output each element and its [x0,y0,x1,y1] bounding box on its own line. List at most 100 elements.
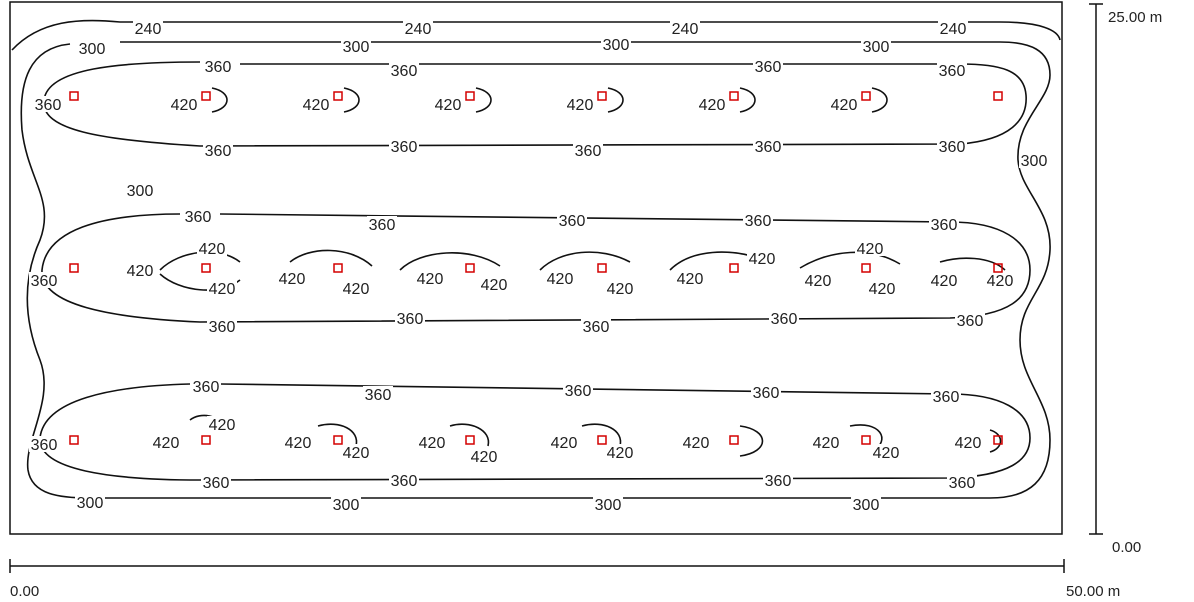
contour-label-360: 360 [205,143,232,160]
label-knockout [861,38,891,54]
plot-frame [9,1,1063,535]
contour-label-360: 360 [559,213,586,230]
contour-lines [11,19,1061,499]
contour-label-420: 420 [873,445,900,462]
luminaire-marker [465,435,475,445]
label-knockout [929,272,959,288]
label-knockout [29,272,59,288]
label-knockout [753,58,783,74]
label-knockout [277,270,307,286]
contour-label-360: 360 [933,389,960,406]
label-knockout [367,216,397,232]
contour-label-300: 300 [863,39,890,56]
label-knockout [851,496,881,512]
y-axis: 25.00 m 0.00 [1089,3,1162,556]
contour-label-360: 360 [745,213,772,230]
contour-label-420: 420 [127,263,154,280]
label-knockout [605,444,635,460]
contour-label-420: 420 [813,435,840,452]
label-knockout [341,38,371,54]
label-knockout [557,212,587,228]
label-knockout [201,474,231,490]
contour-360-lower [39,383,1031,481]
contour-label-420: 420 [343,445,370,462]
contour-label-360: 360 [565,383,592,400]
label-knockout [871,444,901,460]
contour-label-420: 420 [153,435,180,452]
label-knockout [403,20,433,36]
contour-label-300: 300 [77,495,104,512]
label-knockout [581,318,611,334]
label-knockout [563,382,593,398]
contour-label-360: 360 [35,97,62,114]
label-knockout [389,472,419,488]
contour-label-420: 420 [749,251,776,268]
label-knockout [985,272,1015,288]
contour-label-420: 420 [987,273,1014,290]
label-knockout [469,448,499,464]
contour-label-300: 300 [1021,153,1048,170]
label-knockout [867,280,897,296]
y-axis-min-label: 0.00 [1112,539,1141,556]
label-knockout [573,142,603,158]
label-knockout [33,96,63,112]
contour-label-360: 360 [31,437,58,454]
contour-label-300: 300 [333,497,360,514]
contour-label-360: 360 [209,319,236,336]
luminaire-markers [69,91,1003,445]
contour-label-360: 360 [205,59,232,76]
label-knockout [301,96,331,112]
label-knockout [937,62,967,78]
contour-label-420: 420 [435,97,462,114]
label-knockout [675,270,705,286]
label-knockout [133,20,163,36]
label-knockout [151,434,181,450]
label-knockout [947,474,977,490]
label-knockout [191,378,221,394]
label-knockout [331,496,361,512]
label-knockout [77,40,107,56]
contour-label-360: 360 [755,59,782,76]
contour-label-420: 420 [683,435,710,452]
contour-label-420: 420 [209,417,236,434]
contour-label-420: 420 [699,97,726,114]
label-knockout [417,434,447,450]
contour-label-420: 420 [931,273,958,290]
contour-label-420: 420 [857,241,884,258]
contour-label-420: 420 [285,435,312,452]
contour-label-360: 360 [931,217,958,234]
contour-label-360: 360 [31,273,58,290]
contour-300-outer [20,41,1051,499]
luminaire-marker [597,91,607,101]
contour-label-420: 420 [547,271,574,288]
contour-label-420: 420 [831,97,858,114]
luminaire-marker [729,435,739,445]
luminaire-marker [69,435,79,445]
label-knockout [769,310,799,326]
contour-label-360: 360 [939,139,966,156]
luminaire-marker [333,435,343,445]
label-knockout [415,270,445,286]
contour-label-420: 420 [471,449,498,466]
contour-label-360: 360 [949,475,976,492]
contour-label-360: 360 [369,217,396,234]
label-knockout [549,434,579,450]
contour-label-240: 240 [135,21,162,38]
luminaire-marker [465,91,475,101]
contour-label-300: 300 [853,497,880,514]
contour-label-420: 420 [171,97,198,114]
contour-label-300: 300 [595,497,622,514]
label-knockout [763,472,793,488]
contour-label-420: 420 [343,281,370,298]
contour-label-360: 360 [771,311,798,328]
label-knockout [670,20,700,36]
label-knockout [29,436,59,452]
contour-label-360: 360 [365,387,392,404]
contour-240-top [11,19,1061,51]
label-knockout [697,96,727,112]
label-knockout [955,312,985,328]
label-knockout [1019,152,1049,168]
luminaire-marker [993,435,1003,445]
luminaire-marker [333,91,343,101]
contour-label-420: 420 [303,97,330,114]
